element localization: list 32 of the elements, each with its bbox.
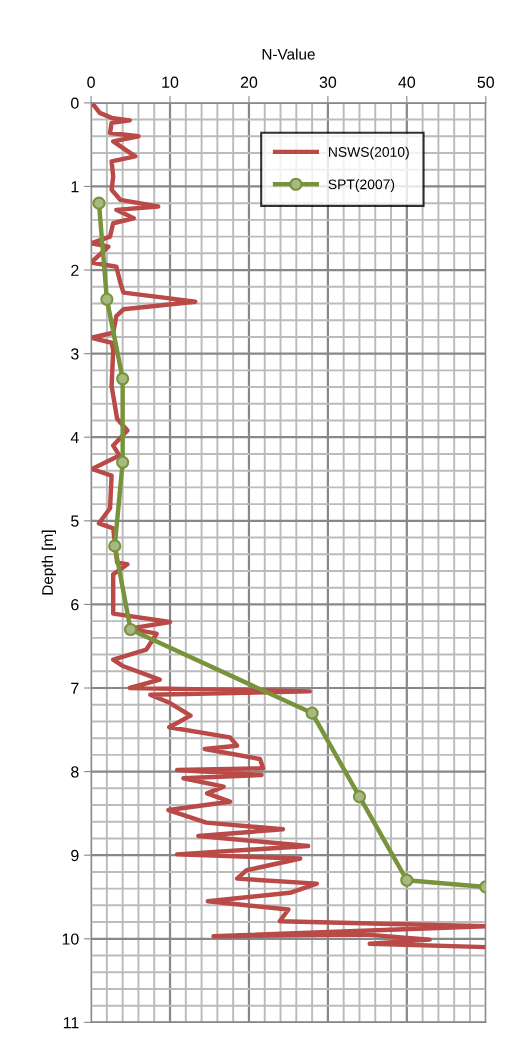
point [400,873,414,887]
x-tick-label: 20 [240,76,258,88]
point [116,372,130,386]
y-tick-label: 1 [71,181,79,193]
y-tick-label: 11 [63,1017,79,1029]
y-tick-label: 4 [70,432,79,444]
x-axis-title: N-Value [262,48,315,60]
y-tick-label: 3 [71,348,79,360]
x-tick-label: 0 [87,76,95,88]
y-tick-label: 6 [71,599,79,611]
x-tick-label: 40 [398,76,416,88]
y-axis-title: Depth [m] [41,530,56,595]
point [92,196,106,210]
y-tick-label: 5 [71,515,79,527]
point [305,706,319,720]
y-tick-label: 7 [71,682,79,694]
line-series [91,102,486,950]
y-tick-label: 8 [71,766,79,778]
y-tick-label: 2 [71,264,79,276]
legend-label: NSWS(2010) [329,146,409,160]
point [100,292,114,306]
y-tick-label: 9 [71,849,79,862]
x-tick-label: 10 [162,76,179,88]
y-tick-label: 0 [71,97,79,109]
x-tick-label: 50 [477,76,495,88]
point [352,790,367,804]
legend-label: SPT(2007) [328,179,395,193]
point [123,622,138,637]
point [116,455,130,469]
x-tick-label: 30 [319,76,337,88]
y-tick-label: 10 [62,933,79,945]
point [108,539,122,553]
